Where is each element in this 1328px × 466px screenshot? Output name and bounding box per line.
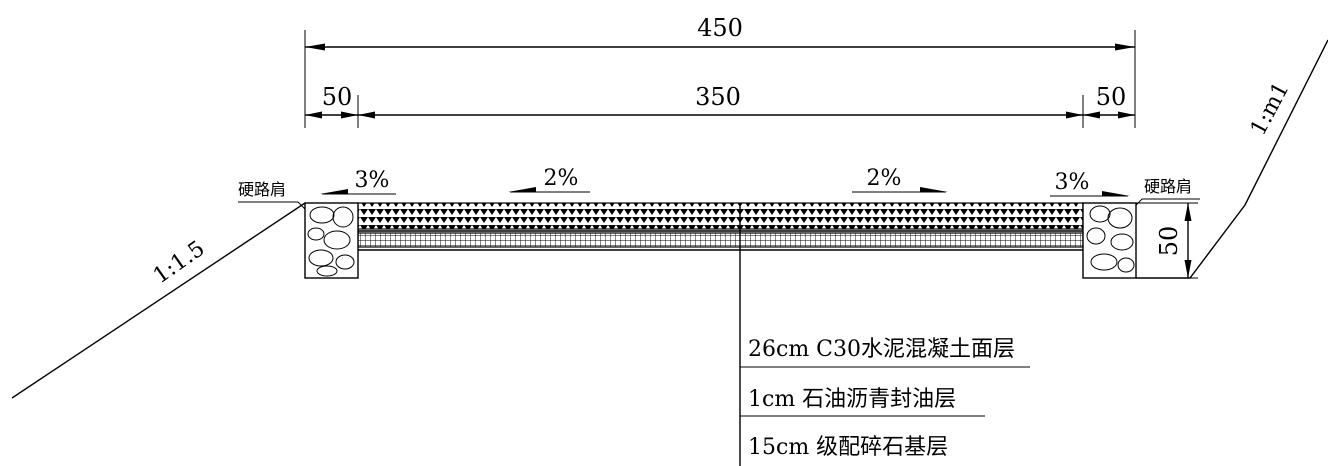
right-lane-crossfall: 2% <box>852 166 948 193</box>
right-shoulder-crossfall: 3% <box>1050 170 1130 197</box>
shoulder-height-dimension: 50 <box>1136 202 1198 279</box>
layer-callout: 26cm C30水泥混凝土面层 1cm 石油沥青封油层 15cm 级配碎石基层 <box>739 203 1030 466</box>
right-shoulder-label: 硬路肩 <box>1144 177 1192 196</box>
concrete-surface-layer <box>357 202 1084 230</box>
left-shoulder-label: 硬路肩 <box>238 180 286 199</box>
gravel-base-layer <box>357 232 1084 248</box>
right-slope-ratio: 1:m1 <box>1246 78 1294 139</box>
component-width-dimensions: 50 350 50 <box>305 83 1135 128</box>
crossfall-indicators: 3% 2% 2% 3% <box>320 166 1130 197</box>
pavement-structure <box>357 202 1084 251</box>
right-shoulder-block <box>1082 202 1137 279</box>
svg-text:3%: 3% <box>355 168 390 193</box>
left-shoulder-width-label: 50 <box>322 83 353 111</box>
total-width-dimension: 450 <box>304 14 1136 128</box>
left-lane-crossfall: 2% <box>508 166 590 193</box>
svg-text:2%: 2% <box>867 166 902 191</box>
left-embankment-slope: 1:1.5 <box>11 202 306 399</box>
left-slope-ratio: 1:1.5 <box>149 236 210 289</box>
shoulder-height-label: 50 <box>1155 226 1183 257</box>
svg-text:2%: 2% <box>544 166 579 191</box>
left-shoulder-crossfall: 3% <box>320 168 396 195</box>
carriageway-width-label: 350 <box>695 83 741 111</box>
layer-2-label: 1cm 石油沥青封油层 <box>748 387 956 412</box>
layer-1-label: 26cm C30水泥混凝土面层 <box>748 337 1015 362</box>
left-shoulder-block <box>304 202 359 279</box>
svg-text:3%: 3% <box>1055 170 1090 195</box>
total-width-label: 450 <box>697 14 743 42</box>
layer-3-label: 15cm 级配碎石基层 <box>748 435 948 460</box>
right-shoulder-width-label: 50 <box>1096 83 1127 111</box>
